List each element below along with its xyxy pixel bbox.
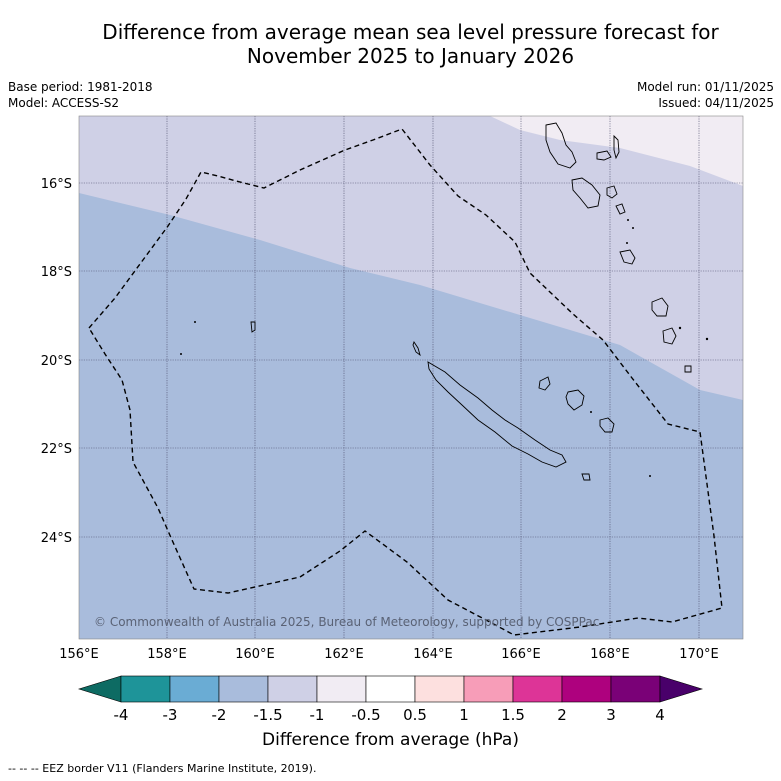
- aneityum-island: [684, 365, 692, 373]
- lon-label-168: 168°E: [590, 647, 630, 662]
- colorbar-tick-label: -3: [163, 706, 178, 724]
- islet: [194, 321, 196, 323]
- colorbar-tick-label: 1: [459, 706, 469, 724]
- colorbar-tick-label: -2: [212, 706, 227, 724]
- new-caledonia-main-island: [427, 361, 567, 468]
- espiritu-santo-island: [545, 122, 577, 169]
- lifou-island: [565, 389, 585, 411]
- lon-label-158: 158°E: [147, 647, 187, 662]
- colorbar-swatch: [561, 675, 612, 703]
- chart-title-line-1: Difference from average mean sea level p…: [102, 20, 719, 44]
- colorbar-tick-label: 3: [606, 706, 616, 724]
- epi-island: [615, 203, 626, 215]
- islet: [632, 227, 634, 229]
- colorbar-tick-label: 0.5: [403, 706, 427, 724]
- lat-label-20s: 20°S: [41, 354, 72, 369]
- chart-title: Difference from average mean sea level p…: [0, 20, 781, 68]
- colorbar-swatch: [267, 675, 318, 703]
- eez-border: [88, 128, 723, 636]
- islet: [626, 242, 628, 244]
- malakula-island: [571, 177, 601, 209]
- map-frame: [78, 115, 744, 640]
- colorbar-swatch: [512, 675, 563, 703]
- colorbar-swatch: [120, 675, 171, 703]
- colorbar-extend-max: [659, 675, 704, 703]
- colorbar-tick-label: 4: [655, 706, 665, 724]
- graticule: [79, 116, 743, 639]
- islet: [649, 475, 651, 477]
- colorbar-swatch: [610, 675, 661, 703]
- colorbar-title: Difference from average (hPa): [262, 730, 519, 750]
- meta-left: Base period: 1981-2018 Model: ACCESS-S2: [8, 79, 153, 111]
- ambrym-island: [606, 185, 618, 199]
- colorbar: -4 -3 -2 -1.5 -1 -0.5 0.5 1 1.5 2 3 4: [77, 675, 704, 724]
- chesterfield-islands: [250, 321, 256, 333]
- colorbar-tick-label: -1.5: [253, 706, 282, 724]
- anomaly-band-minus1-to-minus0-5: [490, 116, 743, 186]
- chart-title-line-2: November 2025 to January 2026: [246, 44, 575, 68]
- latitude-labels: 16°S 18°S 20°S 22°S 24°S: [41, 177, 72, 546]
- colorbar-swatch: [169, 675, 220, 703]
- colorbar-swatch: [463, 675, 514, 703]
- isle-of-pines: [581, 473, 591, 481]
- model-run-label: Model run: 01/11/2025: [636, 80, 774, 94]
- eez-footnote: -- -- -- EEZ border V11 (Flanders Marine…: [8, 762, 317, 775]
- islet: [590, 411, 592, 413]
- copyright-note: © Commonwealth of Australia 2025, Bureau…: [94, 615, 599, 629]
- lon-label-164: 164°E: [413, 647, 453, 662]
- lat-label-24s: 24°S: [41, 531, 72, 546]
- colorbar-swatch: [414, 675, 465, 703]
- colorbar-tick-label: 1.5: [501, 706, 525, 724]
- issued-label: Issued: 04/11/2025: [658, 96, 774, 110]
- meta-right: Model run: 01/11/2025 Issued: 04/11/2025: [637, 79, 774, 111]
- lat-label-16s: 16°S: [41, 177, 72, 192]
- colorbar-tick-label: 2: [557, 706, 567, 724]
- colorbar-tick-label: -4: [114, 706, 129, 724]
- small-islets: [180, 219, 709, 477]
- coastlines: [250, 122, 692, 481]
- tanna-island: [662, 327, 677, 345]
- colorbar-extend-min: [77, 675, 122, 703]
- mare-island: [599, 417, 615, 433]
- islet: [705, 337, 709, 341]
- map-area: © Commonwealth of Australia 2025, Bureau…: [79, 116, 743, 639]
- erromango-island: [651, 297, 669, 317]
- ouvea-island: [538, 376, 551, 391]
- longitude-labels: 156°E 158°E 160°E 162°E 164°E 166°E 168°…: [59, 647, 719, 662]
- islet: [678, 326, 682, 330]
- lat-label-18s: 18°S: [41, 265, 72, 280]
- colorbar-swatch: [218, 675, 269, 703]
- colorbar-tick-label: -1: [310, 706, 325, 724]
- islet: [180, 353, 182, 355]
- lon-label-166: 166°E: [501, 647, 541, 662]
- colorbar-tick-label: -0.5: [351, 706, 380, 724]
- base-period-label: Base period: 1981-2018: [8, 80, 153, 94]
- lon-label-156: 156°E: [59, 647, 99, 662]
- belep-islands: [412, 340, 421, 357]
- lon-label-170: 170°E: [679, 647, 719, 662]
- islet: [627, 219, 629, 221]
- colorbar-swatch: [365, 675, 416, 703]
- lat-label-22s: 22°S: [41, 442, 72, 457]
- colorbar-swatch: [316, 675, 367, 703]
- pentecost-island: [613, 134, 620, 160]
- lon-label-160: 160°E: [235, 647, 275, 662]
- anomaly-band-minus1-5-to-minus1: [79, 116, 743, 400]
- maewo-island: [596, 150, 612, 161]
- model-label: Model: ACCESS-S2: [8, 96, 120, 110]
- efate-island: [619, 249, 636, 265]
- lon-label-162: 162°E: [324, 647, 364, 662]
